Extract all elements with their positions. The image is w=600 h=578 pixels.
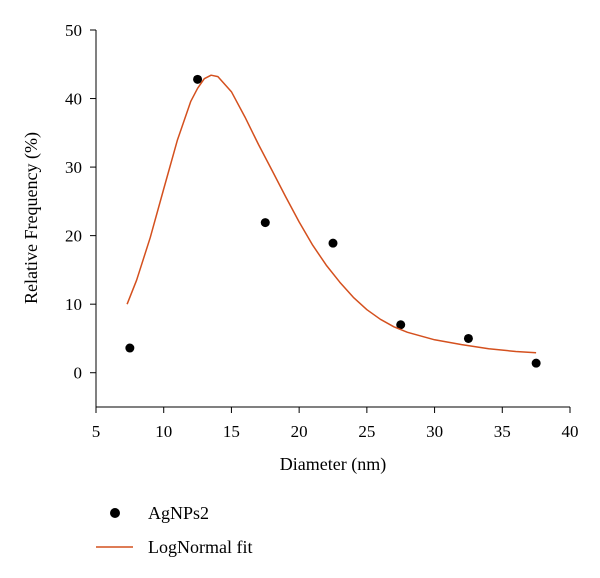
y-tick-label: 50	[65, 21, 82, 40]
data-point	[125, 343, 135, 353]
legend-label-points: AgNPs2	[148, 503, 209, 523]
x-tick-label: 5	[92, 422, 101, 441]
y-tick-label: 40	[65, 90, 82, 109]
legend: AgNPs2 LogNormal fit	[96, 503, 252, 557]
x-tick-label: 40	[562, 422, 579, 441]
x-tick-label: 25	[358, 422, 375, 441]
data-point	[260, 218, 270, 228]
axes	[95, 30, 570, 408]
data-point	[396, 320, 406, 330]
data-point	[193, 74, 203, 84]
legend-marker-dot	[110, 508, 120, 518]
x-ticks: 5 10 15 20 25 30 35 40	[92, 407, 579, 441]
x-tick-label: 15	[223, 422, 240, 441]
y-tick-label: 10	[65, 295, 82, 314]
data-point	[328, 238, 338, 248]
legend-item-points: AgNPs2	[110, 503, 209, 523]
x-tick-label: 35	[494, 422, 511, 441]
y-tick-label: 0	[74, 364, 83, 383]
x-axis-label: Diameter (nm)	[280, 454, 386, 475]
x-tick-label: 30	[426, 422, 443, 441]
legend-label-fit: LogNormal fit	[148, 537, 252, 557]
y-ticks: 0 10 20 30 40 50	[65, 21, 96, 383]
data-point	[463, 333, 473, 343]
x-tick-label: 10	[155, 422, 172, 441]
x-tick-label: 20	[291, 422, 308, 441]
y-tick-label: 30	[65, 158, 82, 177]
y-tick-label: 20	[65, 227, 82, 246]
plot-area	[125, 74, 541, 368]
legend-item-fit: LogNormal fit	[96, 537, 252, 557]
fit-curve	[126, 74, 537, 354]
y-axis-label: Relative Frequency (%)	[21, 132, 42, 304]
data-point	[531, 358, 541, 368]
